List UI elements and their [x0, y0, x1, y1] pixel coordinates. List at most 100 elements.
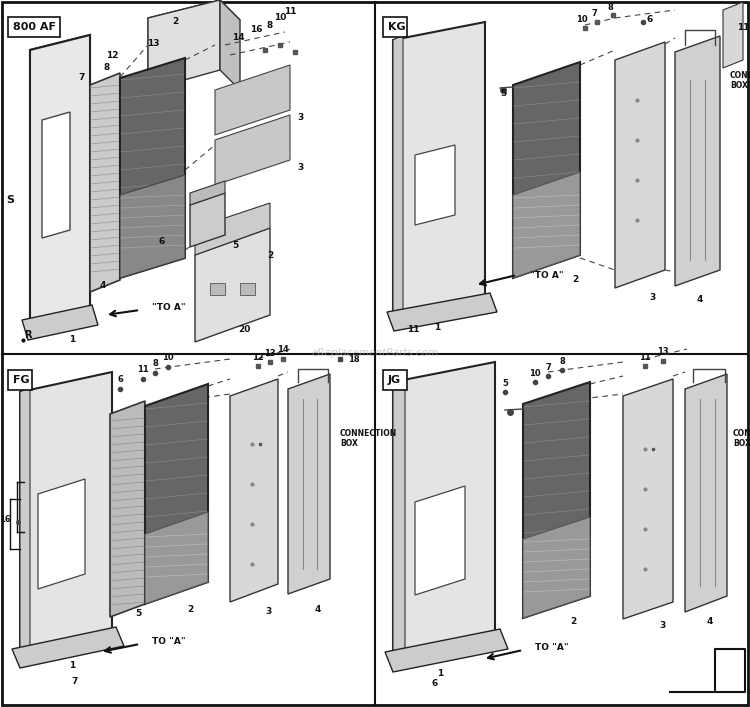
- Text: 4: 4: [100, 281, 106, 289]
- Polygon shape: [675, 36, 720, 286]
- Text: 2: 2: [187, 604, 194, 614]
- Text: 1: 1: [436, 670, 443, 679]
- Text: TO "A": TO "A": [152, 638, 186, 646]
- Polygon shape: [387, 293, 497, 331]
- Text: BOX: BOX: [733, 440, 750, 448]
- Text: 20: 20: [238, 325, 250, 334]
- Polygon shape: [190, 181, 225, 205]
- Text: 3: 3: [297, 163, 303, 173]
- Text: 5: 5: [135, 609, 141, 619]
- Polygon shape: [148, 0, 240, 38]
- Text: 3: 3: [265, 607, 272, 617]
- Bar: [8, 17, 60, 37]
- Text: 7: 7: [72, 677, 78, 686]
- Text: 1: 1: [69, 336, 75, 344]
- Text: 8: 8: [559, 356, 565, 366]
- Bar: [383, 370, 407, 390]
- Text: 13: 13: [264, 349, 276, 358]
- Text: 10: 10: [162, 353, 174, 361]
- Text: 4: 4: [697, 296, 703, 305]
- Polygon shape: [215, 115, 290, 185]
- Polygon shape: [145, 384, 208, 604]
- Text: CONNECTION: CONNECTION: [340, 429, 398, 438]
- Polygon shape: [220, 0, 240, 90]
- Text: 2: 2: [572, 276, 578, 284]
- Polygon shape: [513, 172, 580, 278]
- Polygon shape: [148, 18, 168, 90]
- Text: 10: 10: [530, 368, 541, 378]
- Polygon shape: [90, 73, 120, 292]
- Text: 11: 11: [406, 325, 419, 334]
- Polygon shape: [615, 42, 665, 288]
- Text: 13: 13: [147, 40, 159, 49]
- Polygon shape: [42, 112, 70, 238]
- Text: 11: 11: [639, 353, 651, 361]
- Text: 3: 3: [297, 114, 303, 122]
- Text: 800 AF: 800 AF: [13, 22, 56, 32]
- Polygon shape: [195, 203, 270, 255]
- Polygon shape: [20, 372, 112, 659]
- Text: S: S: [6, 195, 14, 205]
- Bar: [383, 17, 407, 37]
- Polygon shape: [415, 486, 465, 595]
- Text: 5: 5: [232, 240, 238, 250]
- Text: 12: 12: [106, 52, 118, 61]
- Polygon shape: [685, 374, 727, 612]
- Text: 7: 7: [79, 73, 86, 81]
- Polygon shape: [145, 512, 208, 604]
- Polygon shape: [22, 305, 98, 340]
- Text: 16: 16: [0, 515, 10, 523]
- Text: 11: 11: [736, 23, 749, 33]
- Text: FG: FG: [13, 375, 30, 385]
- Text: 6: 6: [159, 238, 165, 247]
- Text: CONNECTION: CONNECTION: [730, 71, 750, 79]
- Polygon shape: [30, 35, 90, 325]
- Polygon shape: [110, 401, 145, 617]
- Text: 10: 10: [274, 13, 286, 23]
- Polygon shape: [120, 175, 185, 278]
- Polygon shape: [30, 35, 90, 325]
- Text: 4: 4: [315, 604, 321, 614]
- Text: JG: JG: [388, 375, 401, 385]
- Text: 13: 13: [657, 348, 669, 356]
- Text: 18: 18: [348, 354, 360, 363]
- Polygon shape: [20, 387, 30, 659]
- Polygon shape: [38, 479, 85, 589]
- Text: 11: 11: [284, 8, 296, 16]
- Text: 2: 2: [172, 18, 178, 26]
- Bar: [8, 370, 32, 390]
- Polygon shape: [415, 145, 455, 225]
- Bar: [210, 283, 225, 295]
- Text: 14: 14: [278, 346, 289, 354]
- Text: KG: KG: [388, 22, 406, 32]
- Text: 1: 1: [433, 324, 440, 332]
- Text: 14: 14: [232, 33, 244, 42]
- Polygon shape: [385, 629, 508, 672]
- Text: 1: 1: [69, 662, 75, 670]
- Text: 5: 5: [500, 88, 506, 98]
- Text: 7: 7: [591, 9, 597, 18]
- Text: 16: 16: [250, 25, 262, 35]
- Polygon shape: [393, 22, 485, 323]
- Polygon shape: [393, 362, 495, 662]
- Text: 4: 4: [706, 617, 713, 626]
- Text: "TO A": "TO A": [530, 271, 564, 279]
- Text: 5: 5: [502, 378, 508, 387]
- Polygon shape: [288, 374, 330, 594]
- Text: BOX: BOX: [730, 81, 748, 90]
- Polygon shape: [723, 2, 743, 68]
- Text: 6: 6: [117, 375, 123, 383]
- Text: 6: 6: [646, 16, 653, 25]
- Polygon shape: [12, 627, 124, 668]
- Polygon shape: [523, 517, 590, 618]
- Text: CONNECTION: CONNECTION: [733, 429, 750, 438]
- Text: 10: 10: [576, 16, 588, 25]
- Polygon shape: [393, 35, 403, 323]
- Text: R: R: [24, 330, 32, 340]
- Polygon shape: [120, 58, 185, 278]
- Polygon shape: [190, 193, 225, 247]
- Polygon shape: [393, 376, 405, 662]
- Text: 12: 12: [252, 353, 264, 361]
- Text: 3: 3: [650, 293, 656, 303]
- Polygon shape: [148, 0, 220, 90]
